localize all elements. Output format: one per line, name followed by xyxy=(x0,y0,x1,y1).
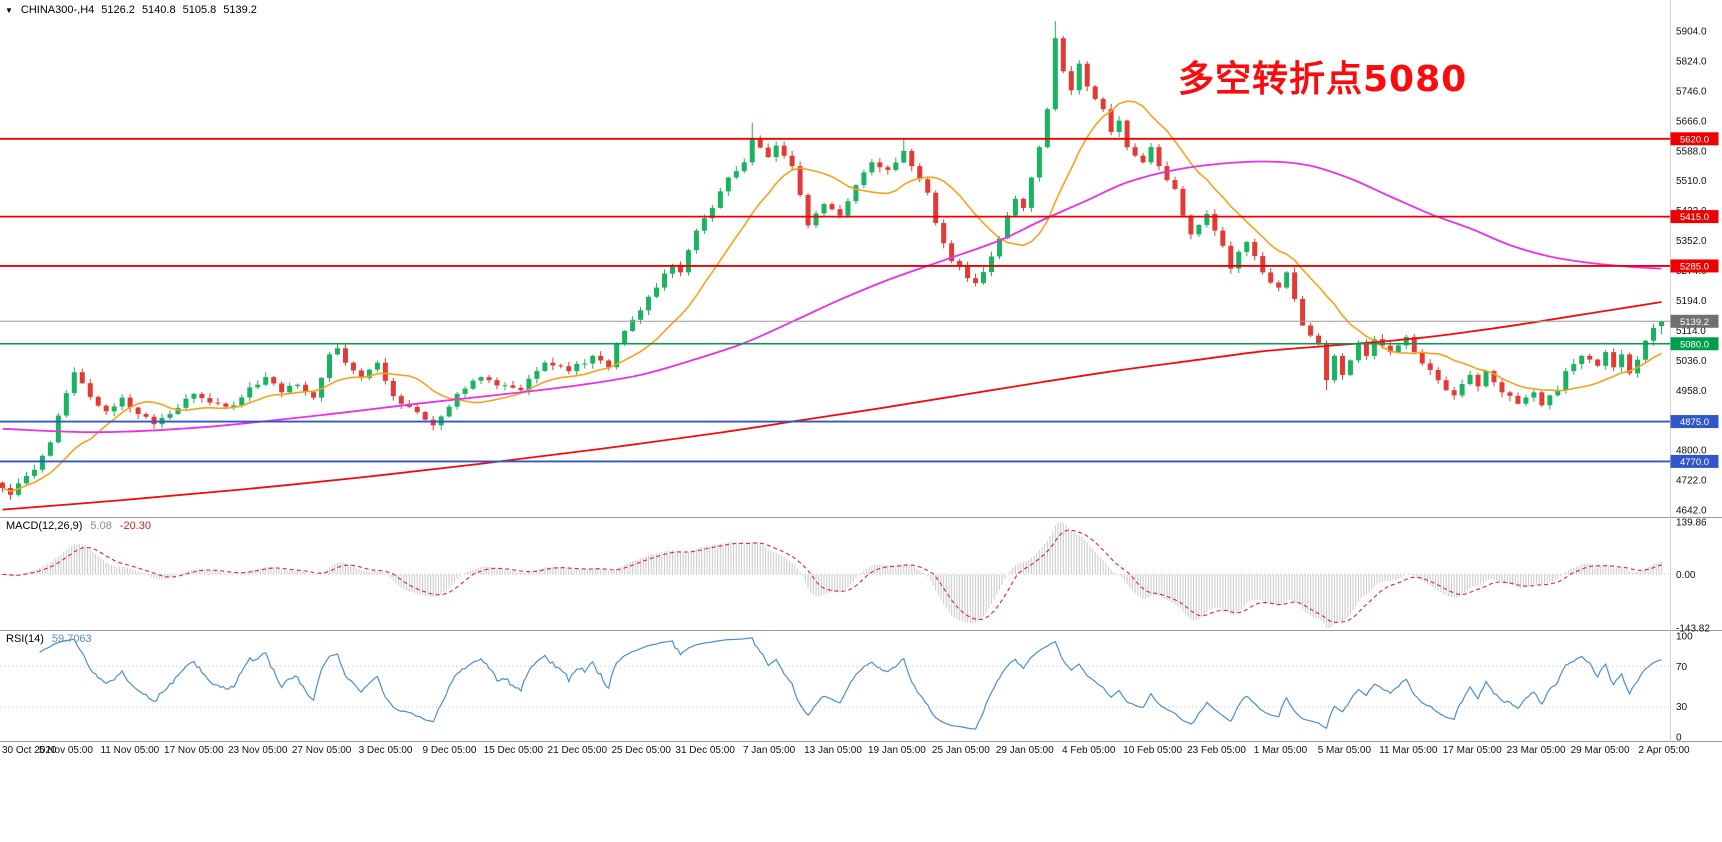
macd-histogram xyxy=(4,522,1663,628)
svg-text:100: 100 xyxy=(1676,632,1693,643)
svg-text:3 Dec 05:00: 3 Dec 05:00 xyxy=(359,745,413,756)
rsi-line xyxy=(39,637,1662,730)
macd-value-signal: -20.30 xyxy=(119,520,152,532)
svg-text:5666.0: 5666.0 xyxy=(1676,116,1707,127)
rsi-label: RSI(14) 59.7063 xyxy=(6,633,92,645)
svg-text:17 Nov 05:00: 17 Nov 05:00 xyxy=(164,745,224,756)
svg-text:139.86: 139.86 xyxy=(1676,518,1707,529)
svg-text:11 Nov 05:00: 11 Nov 05:00 xyxy=(100,745,159,756)
chart-menu-icon[interactable]: ▼ xyxy=(5,5,13,15)
candles-layer xyxy=(0,21,1664,500)
svg-text:-143.82: -143.82 xyxy=(1676,624,1710,635)
panel-separators xyxy=(0,0,1722,742)
price-level-tags: 5620.0 5415.0 5285.0 5080.0 4875.0 4770.0 5139… xyxy=(1670,132,1719,468)
macd-axis-labels: 139.86 0.00 -143.82 xyxy=(1676,518,1710,635)
svg-text:5510.0: 5510.0 xyxy=(1676,176,1707,187)
time-axis[interactable] xyxy=(0,741,1722,761)
svg-text:5415.0: 5415.0 xyxy=(1680,212,1709,223)
svg-text:15 Dec 05:00: 15 Dec 05:00 xyxy=(484,745,544,756)
svg-text:25 Dec 05:00: 25 Dec 05:00 xyxy=(611,745,671,756)
svg-text:5588.0: 5588.0 xyxy=(1676,146,1707,157)
ohlc-close: 5139.2 xyxy=(223,4,257,16)
svg-text:5080.0: 5080.0 xyxy=(1680,339,1709,350)
rsi-name: RSI(14) xyxy=(6,633,44,645)
svg-text:5139.2: 5139.2 xyxy=(1680,317,1709,328)
horizontal-levels xyxy=(0,137,1670,463)
ma-mid-line xyxy=(2,160,1662,434)
svg-text:2 Apr 05:00: 2 Apr 05:00 xyxy=(1638,745,1690,756)
svg-text:0.00: 0.00 xyxy=(1676,570,1696,581)
svg-text:29 Jan 05:00: 29 Jan 05:00 xyxy=(996,745,1054,756)
svg-text:4722.0: 4722.0 xyxy=(1676,476,1707,487)
svg-text:13 Jan 05:00: 13 Jan 05:00 xyxy=(804,745,862,756)
svg-text:4 Feb 05:00: 4 Feb 05:00 xyxy=(1062,745,1116,756)
macd-label: MACD(12,26,9) 5.08 -20.30 xyxy=(6,520,151,532)
ma-fast-line xyxy=(2,100,1662,493)
macd-signal-line xyxy=(2,529,1662,623)
svg-text:0: 0 xyxy=(1676,733,1682,744)
svg-text:70: 70 xyxy=(1676,662,1688,673)
svg-text:10 Feb 05:00: 10 Feb 05:00 xyxy=(1123,745,1182,756)
svg-text:5194.0: 5194.0 xyxy=(1676,296,1707,307)
macd-value-main: 5.08 xyxy=(90,520,112,532)
svg-text:29 Mar 05:00: 29 Mar 05:00 xyxy=(1571,745,1630,756)
rsi-axis-labels: 100 70 30 0 xyxy=(1676,632,1693,744)
svg-text:5 Nov 05:00: 5 Nov 05:00 xyxy=(39,745,93,756)
svg-text:4642.0: 4642.0 xyxy=(1676,506,1707,517)
svg-text:1 Mar 05:00: 1 Mar 05:00 xyxy=(1254,745,1308,756)
svg-text:30: 30 xyxy=(1676,702,1688,713)
ohlc-open: 5126.2 xyxy=(101,4,135,16)
svg-text:5904.0: 5904.0 xyxy=(1676,27,1707,38)
svg-text:17 Mar 05:00: 17 Mar 05:00 xyxy=(1443,745,1502,756)
price-axis[interactable] xyxy=(1670,0,1722,741)
annotation-text: 多空转折点5080 xyxy=(1178,59,1468,100)
svg-text:7 Jan 05:00: 7 Jan 05:00 xyxy=(743,745,796,756)
svg-text:5620.0: 5620.0 xyxy=(1680,134,1709,145)
price-axis-labels: 5904.05824.05746.05666.05588.05510.05432… xyxy=(1676,27,1707,517)
svg-text:23 Nov 05:00: 23 Nov 05:00 xyxy=(228,745,288,756)
svg-text:30 Oct 2020: 30 Oct 2020 xyxy=(2,745,57,756)
svg-text:4800.0: 4800.0 xyxy=(1676,446,1707,457)
svg-text:19 Jan 05:00: 19 Jan 05:00 xyxy=(868,745,926,756)
svg-text:5824.0: 5824.0 xyxy=(1676,56,1707,67)
rsi-value: 59.7063 xyxy=(51,633,92,645)
ohlc-low: 5105.8 xyxy=(182,4,217,16)
svg-text:5746.0: 5746.0 xyxy=(1676,86,1707,97)
svg-text:21 Dec 05:00: 21 Dec 05:00 xyxy=(548,745,608,756)
svg-text:4958.0: 4958.0 xyxy=(1676,386,1707,397)
svg-text:23 Mar 05:00: 23 Mar 05:00 xyxy=(1507,745,1566,756)
symbol-period: CHINA300-,H4 xyxy=(20,4,95,16)
svg-text:9 Dec 05:00: 9 Dec 05:00 xyxy=(422,745,476,756)
svg-text:4875.0: 4875.0 xyxy=(1680,417,1709,428)
svg-text:5114.0: 5114.0 xyxy=(1676,326,1706,337)
svg-text:5285.0: 5285.0 xyxy=(1680,261,1709,272)
svg-text:25 Jan 05:00: 25 Jan 05:00 xyxy=(932,745,990,756)
symbol-ohlc-header: ▼ CHINA300-,H4 5126.2 5140.8 5105.8 5139… xyxy=(5,4,257,16)
svg-text:5036.0: 5036.0 xyxy=(1676,356,1707,367)
macd-name: MACD(12,26,9) xyxy=(6,520,83,532)
svg-text:27 Nov 05:00: 27 Nov 05:00 xyxy=(292,745,352,756)
svg-text:5352.0: 5352.0 xyxy=(1676,236,1707,247)
svg-text:4770.0: 4770.0 xyxy=(1680,457,1709,468)
svg-text:31 Dec 05:00: 31 Dec 05:00 xyxy=(675,745,735,756)
ma-slow-line xyxy=(2,301,1662,511)
svg-text:11 Mar 05:00: 11 Mar 05:00 xyxy=(1379,745,1438,756)
ohlc-high: 5140.8 xyxy=(141,4,176,16)
svg-text:5 Mar 05:00: 5 Mar 05:00 xyxy=(1318,745,1372,756)
svg-text:23 Feb 05:00: 23 Feb 05:00 xyxy=(1187,745,1246,756)
